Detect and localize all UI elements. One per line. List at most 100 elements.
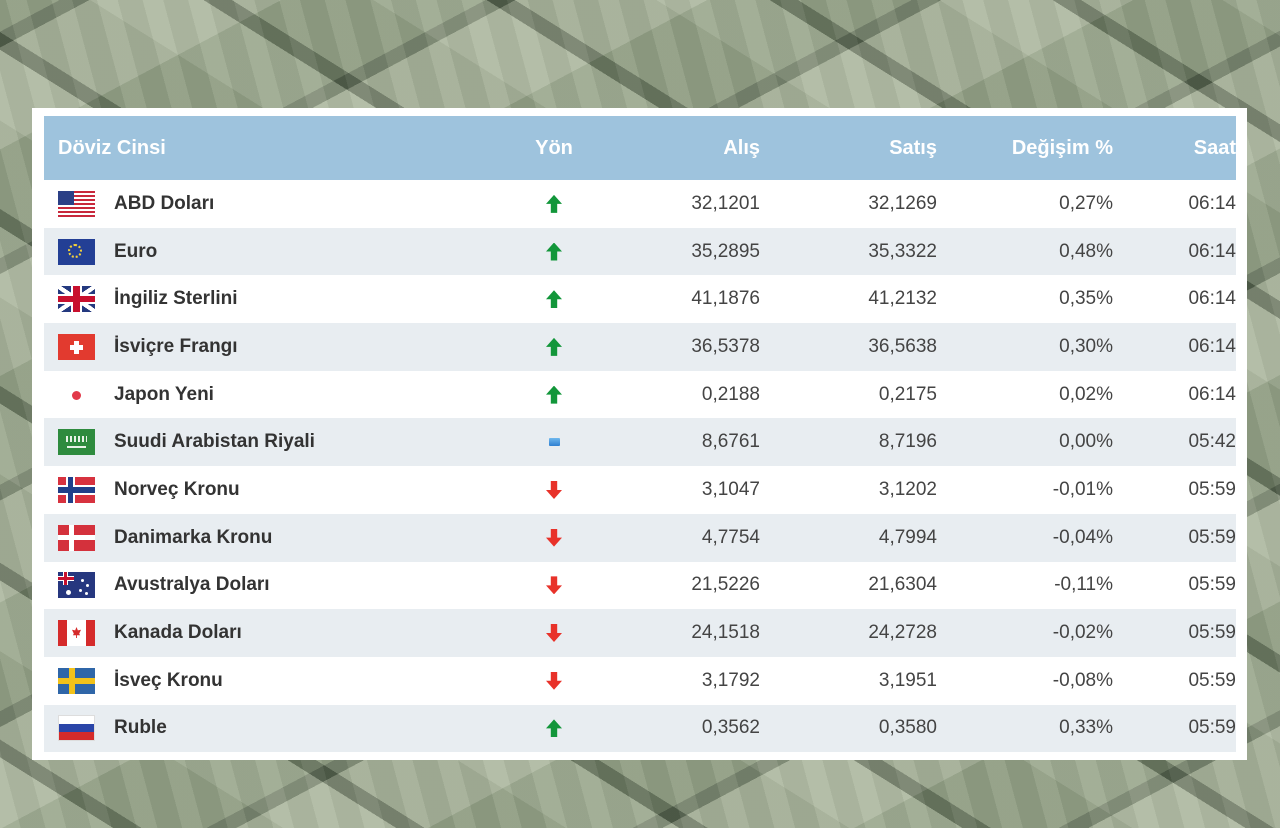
currency-name[interactable]: Danimarka Kronu: [114, 526, 273, 548]
currency-name[interactable]: İngiliz Sterlini: [114, 288, 238, 310]
change-value: 0,27%: [1059, 192, 1113, 214]
time-value: 06:14: [1188, 383, 1236, 405]
table-row[interactable]: Euro 35,2895 35,3322 0,48% 06:14: [44, 227, 1236, 276]
sell-value: 3,1202: [878, 478, 937, 500]
jp-flag-icon: [58, 381, 95, 408]
currency-table: Döviz Cinsi Yön Alış Satış Değişim % Saa…: [44, 116, 1236, 753]
direction-cell: [524, 576, 584, 595]
time-value: 05:59: [1188, 574, 1236, 596]
sell-value: 8,7196: [878, 431, 937, 453]
header-currency[interactable]: Döviz Cinsi: [58, 136, 166, 159]
currency-cell: Danimarka Kronu: [44, 524, 524, 551]
header-change[interactable]: Değişim %: [1011, 136, 1113, 159]
time-value: 06:14: [1188, 240, 1236, 262]
table-row[interactable]: Ruble 0,3562 0,3580 0,33% 05:59: [44, 704, 1236, 753]
flat-square-icon: [548, 438, 560, 447]
buy-value: 3,1047: [701, 478, 760, 500]
currency-cell: Ruble: [44, 715, 524, 742]
table-row[interactable]: ABD Doları 32,1201 32,1269 0,27% 06:14: [44, 180, 1236, 228]
change-value: 0,33%: [1059, 717, 1113, 739]
currency-panel: Döviz Cinsi Yön Alış Satış Değişim % Saa…: [32, 108, 1247, 760]
table-row[interactable]: Japon Yeni 0,2188 0,2175 0,02% 06:14: [44, 371, 1236, 419]
direction-cell: [524, 624, 584, 643]
currency-cell: Suudi Arabistan Riyali: [44, 429, 524, 456]
time-value: 05:42: [1188, 431, 1236, 453]
direction-cell: [524, 194, 584, 213]
currency-name[interactable]: Euro: [114, 240, 158, 262]
ch-flag-icon: [58, 333, 95, 360]
currency-name[interactable]: Norveç Kronu: [114, 478, 240, 500]
buy-value: 0,2188: [701, 383, 760, 405]
currency-name[interactable]: İsveç Kronu: [114, 669, 223, 691]
buy-value: 24,1518: [691, 622, 760, 644]
direction-cell: [524, 671, 584, 690]
change-value: 0,30%: [1059, 335, 1113, 357]
table-row[interactable]: Avustralya Doları 21,5226 21,6304 -0,11% 05:…: [44, 562, 1236, 610]
table-row[interactable]: Kanada Doları 24,1518 24,2728 -0,02% 05:59: [44, 609, 1236, 657]
table-header: Döviz Cinsi Yön Alış Satış Değişim % Saa…: [44, 116, 1236, 180]
currency-name[interactable]: İsviçre Frangı: [114, 335, 238, 357]
time-value: 05:59: [1188, 478, 1236, 500]
currency-cell: İngiliz Sterlini: [44, 286, 524, 313]
currency-name[interactable]: Suudi Arabistan Riyali: [114, 431, 315, 453]
buy-value: 3,1792: [701, 669, 760, 691]
time-value: 05:59: [1188, 669, 1236, 691]
arrow-up-icon: [546, 719, 562, 738]
currency-cell: ABD Doları: [44, 190, 524, 217]
sa-flag-icon: [58, 429, 95, 456]
arrow-up-icon: [546, 290, 562, 309]
table-body: ABD Doları 32,1201 32,1269 0,27% 06:14 Euro 35…: [44, 180, 1236, 753]
direction-cell: [524, 242, 584, 261]
currency-name[interactable]: ABD Doları: [114, 192, 215, 214]
arrow-up-icon: [546, 194, 562, 213]
sell-value: 3,1951: [878, 669, 937, 691]
buy-value: 41,1876: [691, 288, 760, 310]
direction-cell: [524, 528, 584, 547]
buy-value: 4,7754: [701, 526, 760, 548]
direction-cell: [524, 290, 584, 309]
header-time[interactable]: Saat: [1193, 136, 1236, 159]
arrow-down-icon: [546, 480, 562, 499]
table-row[interactable]: Norveç Kronu 3,1047 3,1202 -0,01% 05:59: [44, 466, 1236, 514]
change-value: -0,04%: [1052, 526, 1113, 548]
change-value: 0,02%: [1059, 383, 1113, 405]
sell-value: 36,5638: [868, 335, 937, 357]
currency-cell: İsveç Kronu: [44, 667, 524, 694]
table-row[interactable]: İsveç Kronu 3,1792 3,1951 -0,08% 05:59: [44, 657, 1236, 705]
arrow-down-icon: [546, 528, 562, 547]
currency-cell: Japon Yeni: [44, 381, 524, 408]
arrow-down-icon: [546, 576, 562, 595]
change-value: 0,48%: [1059, 240, 1113, 262]
header-direction[interactable]: Yön: [535, 136, 573, 159]
sell-value: 0,2175: [878, 383, 937, 405]
direction-cell: [524, 337, 584, 356]
buy-value: 35,2895: [691, 240, 760, 262]
se-flag-icon: [58, 667, 95, 694]
currency-name[interactable]: Japon Yeni: [114, 383, 214, 405]
time-value: 06:14: [1188, 192, 1236, 214]
currency-cell: Kanada Doları: [44, 620, 524, 647]
currency-name[interactable]: Ruble: [114, 717, 167, 739]
eu-flag-icon: [58, 238, 95, 265]
currency-cell: Norveç Kronu: [44, 476, 524, 503]
gb-flag-icon: [58, 286, 95, 313]
buy-value: 21,5226: [691, 574, 760, 596]
arrow-up-icon: [546, 242, 562, 261]
table-row[interactable]: Suudi Arabistan Riyali 8,6761 8,7196 0,00% 0…: [44, 418, 1236, 467]
header-sell[interactable]: Satış: [889, 136, 937, 159]
currency-name[interactable]: Avustralya Doları: [114, 574, 270, 596]
currency-cell: Avustralya Doları: [44, 572, 524, 599]
time-value: 06:14: [1188, 335, 1236, 357]
direction-cell: [524, 719, 584, 738]
change-value: -0,02%: [1052, 622, 1113, 644]
currency-name[interactable]: Kanada Doları: [114, 622, 242, 644]
table-row[interactable]: İngiliz Sterlini 41,1876 41,2132 0,35% 06:14: [44, 275, 1236, 323]
table-row[interactable]: Danimarka Kronu 4,7754 4,7994 -0,04% 05:59: [44, 513, 1236, 562]
table-row[interactable]: İsviçre Frangı 36,5378 36,5638 0,30% 06:14: [44, 323, 1236, 371]
buy-value: 36,5378: [691, 335, 760, 357]
au-flag-icon: [58, 572, 95, 599]
time-value: 05:59: [1188, 526, 1236, 548]
currency-cell: Euro: [44, 238, 524, 265]
buy-value: 8,6761: [701, 431, 760, 453]
header-buy[interactable]: Alış: [723, 136, 760, 159]
